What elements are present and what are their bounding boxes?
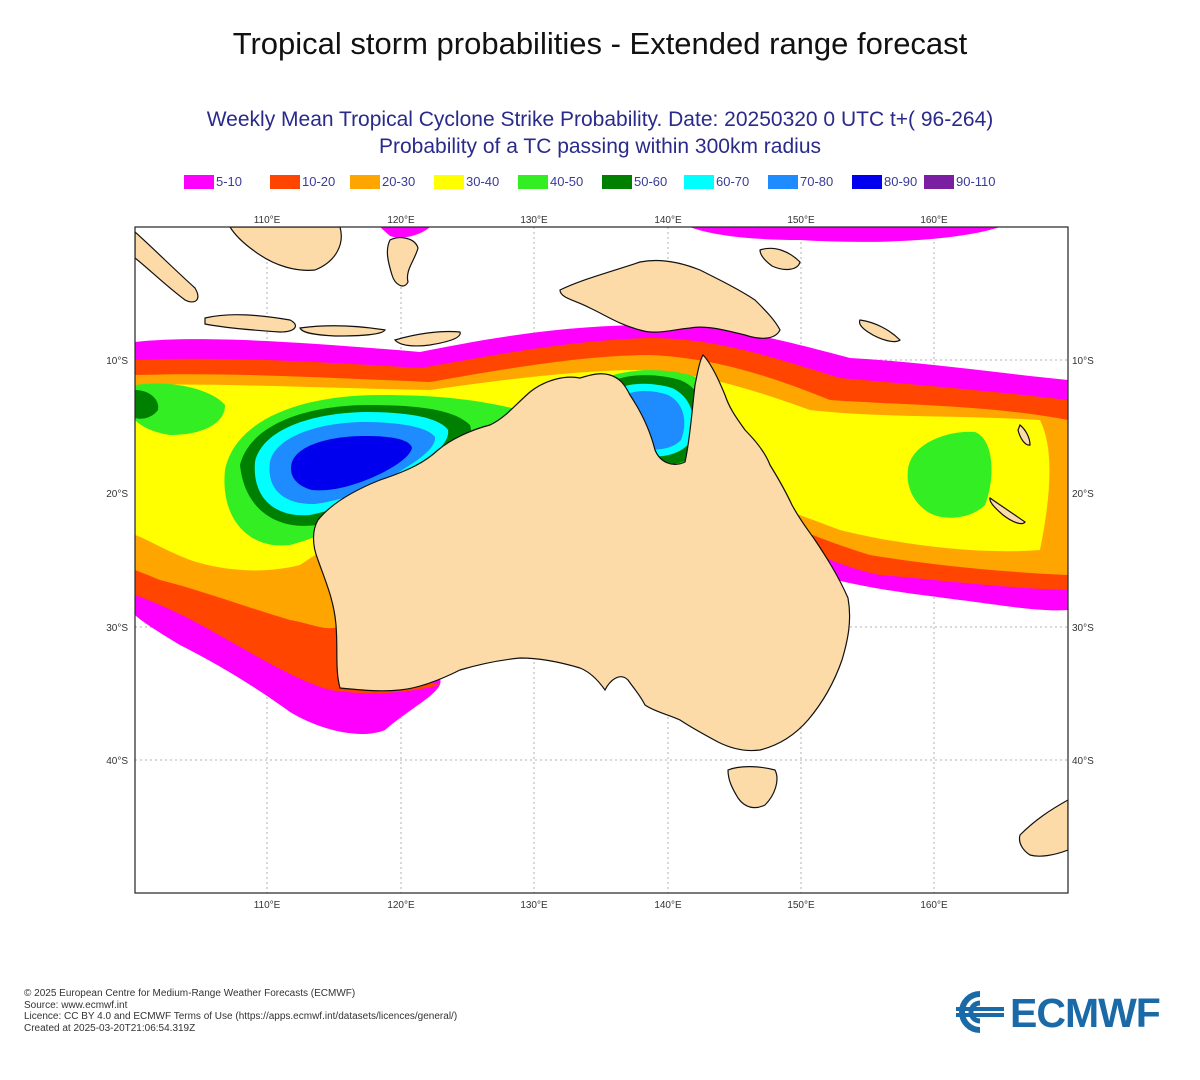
lat-label-left: 20°S (106, 489, 128, 500)
new-guinea-landmass (559, 259, 781, 339)
papua-east-landmass (759, 247, 801, 271)
footer-line: Licence: CC BY 4.0 and ECMWF Terms of Us… (24, 1011, 458, 1022)
legend-label: 90-110 (956, 174, 996, 189)
legend-swatch (924, 175, 954, 189)
lat-label-right: 40°S (1072, 756, 1094, 767)
map-title: Weekly Mean Tropical Cyclone Strike Prob… (206, 108, 994, 131)
legend-label: 70-80 (800, 174, 834, 189)
copyright-footer: © 2025 European Centre for Medium-Range … (24, 988, 457, 1034)
page-title: Tropical storm probabilities - Extended … (232, 26, 968, 61)
lon-label-top: 160°E (920, 215, 948, 226)
legend-label: 20-30 (382, 174, 416, 189)
legend-label: 5-10 (216, 174, 243, 189)
lon-label-bottom: 140°E (654, 900, 682, 911)
tasmania-landmass (727, 766, 778, 809)
footer-line: Created at 2025-03-20T21:06:54.319Z (24, 1022, 196, 1034)
legend-label: 30-40 (466, 174, 500, 189)
legend-swatch (852, 175, 882, 189)
ecmwf-wordmark: ECMWF (1010, 990, 1161, 1036)
borneo-landmass (229, 227, 342, 271)
legend-swatch (768, 175, 798, 189)
legend-label: 50-60 (634, 174, 668, 189)
legend-label: 40-50 (550, 174, 584, 189)
legend-swatch (270, 175, 300, 189)
flores-landmass (299, 325, 386, 337)
legend-swatch (518, 175, 548, 189)
new-caledonia-landmass (989, 497, 1026, 525)
ecmwf-logo-icon (956, 991, 1004, 1033)
lon-label-bottom: 160°E (920, 900, 948, 911)
timor-landmass (393, 330, 461, 347)
legend-label: 10-20 (302, 174, 336, 189)
lon-label-top: 110°E (254, 215, 281, 226)
legend-swatch (434, 175, 464, 189)
sumatra-landmass (135, 231, 199, 303)
vanuatu-landmass (1017, 424, 1031, 446)
legend-swatch (184, 175, 214, 189)
lon-label-top: 120°E (387, 215, 415, 226)
land-masses (135, 227, 1068, 857)
lat-label-right: 20°S (1072, 489, 1094, 500)
lon-label-bottom: 110°E (254, 900, 281, 911)
contour-80-90 (290, 436, 412, 491)
new-zealand-landmass (1018, 799, 1068, 857)
legend-label: 80-90 (884, 174, 918, 189)
lon-label-bottom: 130°E (520, 900, 548, 911)
java-landmass (204, 314, 297, 333)
footer-line: Source: www.ecmwf.int (24, 999, 128, 1011)
lon-label-top: 150°E (787, 215, 815, 226)
lat-label-left: 30°S (106, 623, 128, 634)
lon-label-top: 130°E (520, 215, 548, 226)
solomon-islands-landmass (858, 319, 901, 343)
australia-landmass (312, 354, 851, 752)
legend-swatch (350, 175, 380, 189)
lat-label-left: 40°S (106, 756, 128, 767)
lat-label-left: 10°S (106, 356, 128, 367)
map-subtitle: Probability of a TC passing within 300km… (379, 135, 821, 158)
lat-label-right: 10°S (1072, 356, 1094, 367)
lon-label-top: 140°E (654, 215, 682, 226)
lat-label-right: 30°S (1072, 623, 1094, 634)
legend-label: 60-70 (716, 174, 750, 189)
ecmwf-logo: ECMWF (952, 990, 1182, 1036)
sulawesi-landmass (386, 237, 419, 287)
map-frame (134, 226, 1069, 894)
footer-line: © 2025 European Centre for Medium-Range … (24, 988, 356, 999)
lon-label-bottom: 150°E (787, 900, 815, 911)
legend-swatch (684, 175, 714, 189)
lon-label-bottom: 120°E (387, 900, 415, 911)
legend-swatch (602, 175, 632, 189)
probability-legend: 5-10 10-20 20-30 30-40 40-50 50-60 60-70… (184, 173, 1044, 193)
